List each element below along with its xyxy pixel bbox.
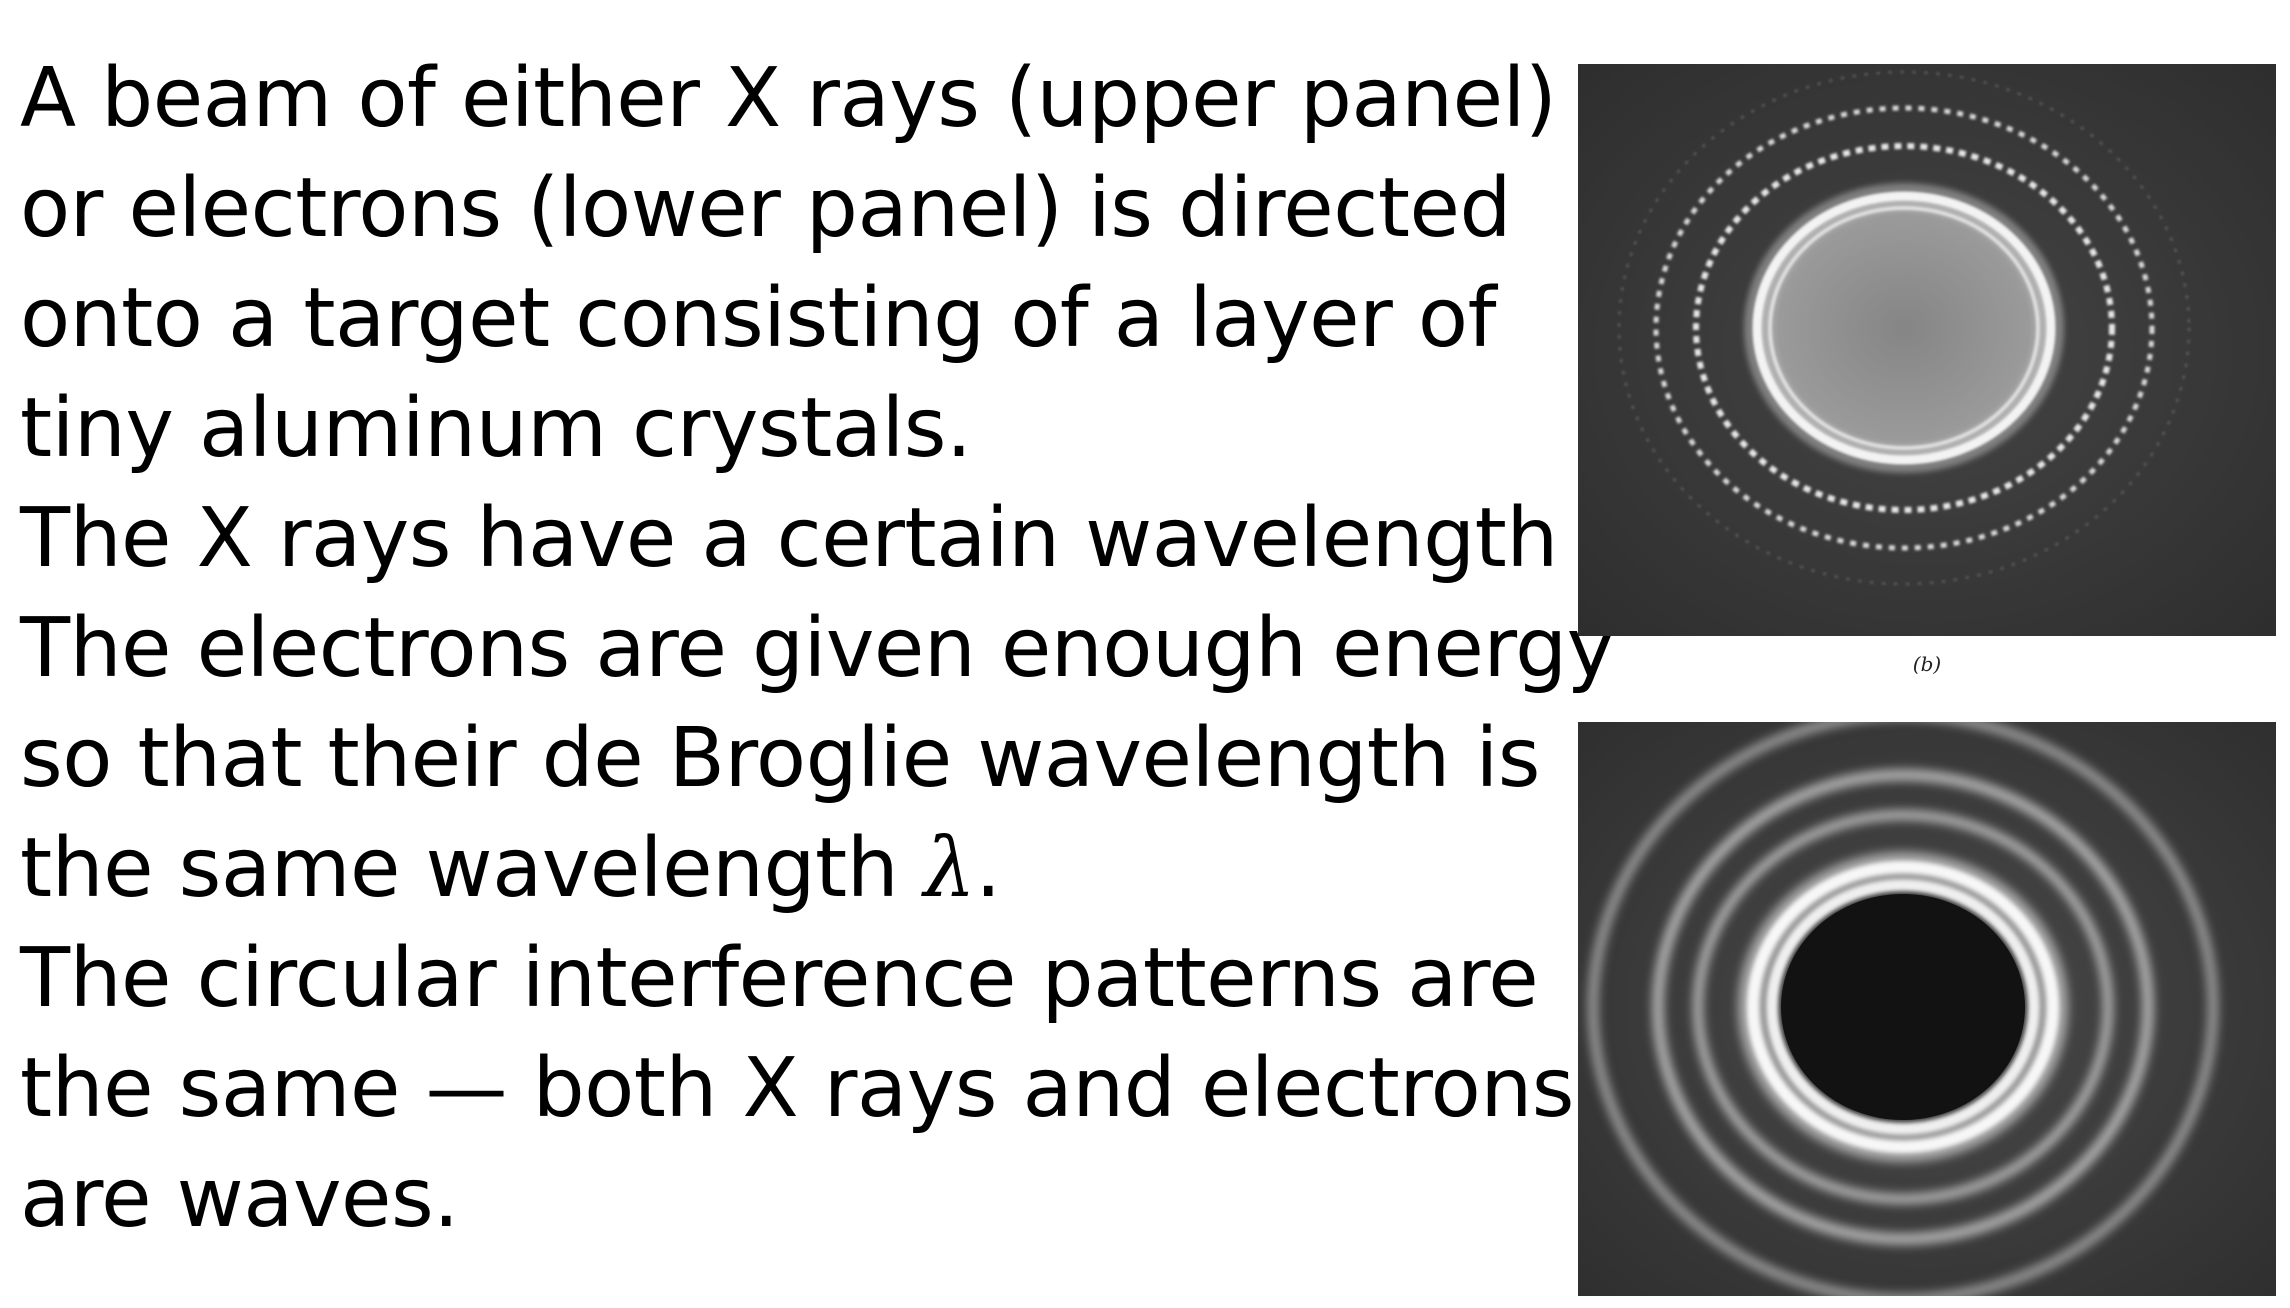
xray-diffraction-image	[1578, 64, 2276, 636]
electron-diffraction-image	[1578, 722, 2276, 1296]
explanation-text: A beam of either X rays (upper panel) or…	[20, 44, 1661, 1254]
text-line-4: tiny aluminum crystals.	[20, 381, 972, 476]
text-line-2: or electrons (lower panel) is directed	[20, 161, 1512, 256]
text-line-8-period: .	[975, 821, 1001, 916]
text-line-8: the same wavelength λ.	[20, 814, 1550, 924]
xray-center-disk	[1757, 196, 2051, 460]
lambda-symbol: λ	[923, 821, 976, 916]
electron-ring-third	[1693, 810, 2113, 1204]
xray-diffraction-svg	[1578, 64, 2276, 636]
text-line-5: The X rays have a certain wavelength λ.	[20, 484, 1661, 594]
text-line-8-body: the same wavelength	[20, 821, 924, 916]
xray-ring-second	[1693, 143, 2115, 513]
electron-ring-inner	[1766, 879, 2040, 1135]
electron-diffraction-svg	[1578, 722, 2276, 1296]
text-line-7: so that their de Broglie wavelength is	[20, 711, 1540, 806]
electron-ring-second	[1652, 769, 2154, 1245]
text-line-11: are waves.	[20, 1151, 459, 1246]
xray-ring-inner-2	[1768, 206, 2040, 450]
figure-caption: (b)	[1912, 652, 1942, 676]
text-line-5-body: The X rays have a certain wavelength	[20, 491, 1584, 586]
xray-ring-outer	[1653, 105, 2155, 551]
text-line-9: The circular interference patterns are	[20, 931, 1539, 1026]
text-line-10: the same — both X rays and electrons	[20, 1041, 1575, 1136]
electron-center-disk	[1781, 894, 2025, 1120]
electron-ring-outer	[1588, 722, 2218, 1296]
text-line-6: The electrons are given enough energy	[20, 601, 1615, 696]
text-line-3: onto a target consisting of a layer of	[20, 271, 1496, 366]
xray-ring-outer-faint	[1618, 71, 2190, 585]
xray-ring-inner	[1752, 191, 2056, 465]
text-line-1: A beam of either X rays (upper panel)	[20, 51, 1557, 146]
electron-ring-inner-outer	[1747, 861, 2059, 1153]
